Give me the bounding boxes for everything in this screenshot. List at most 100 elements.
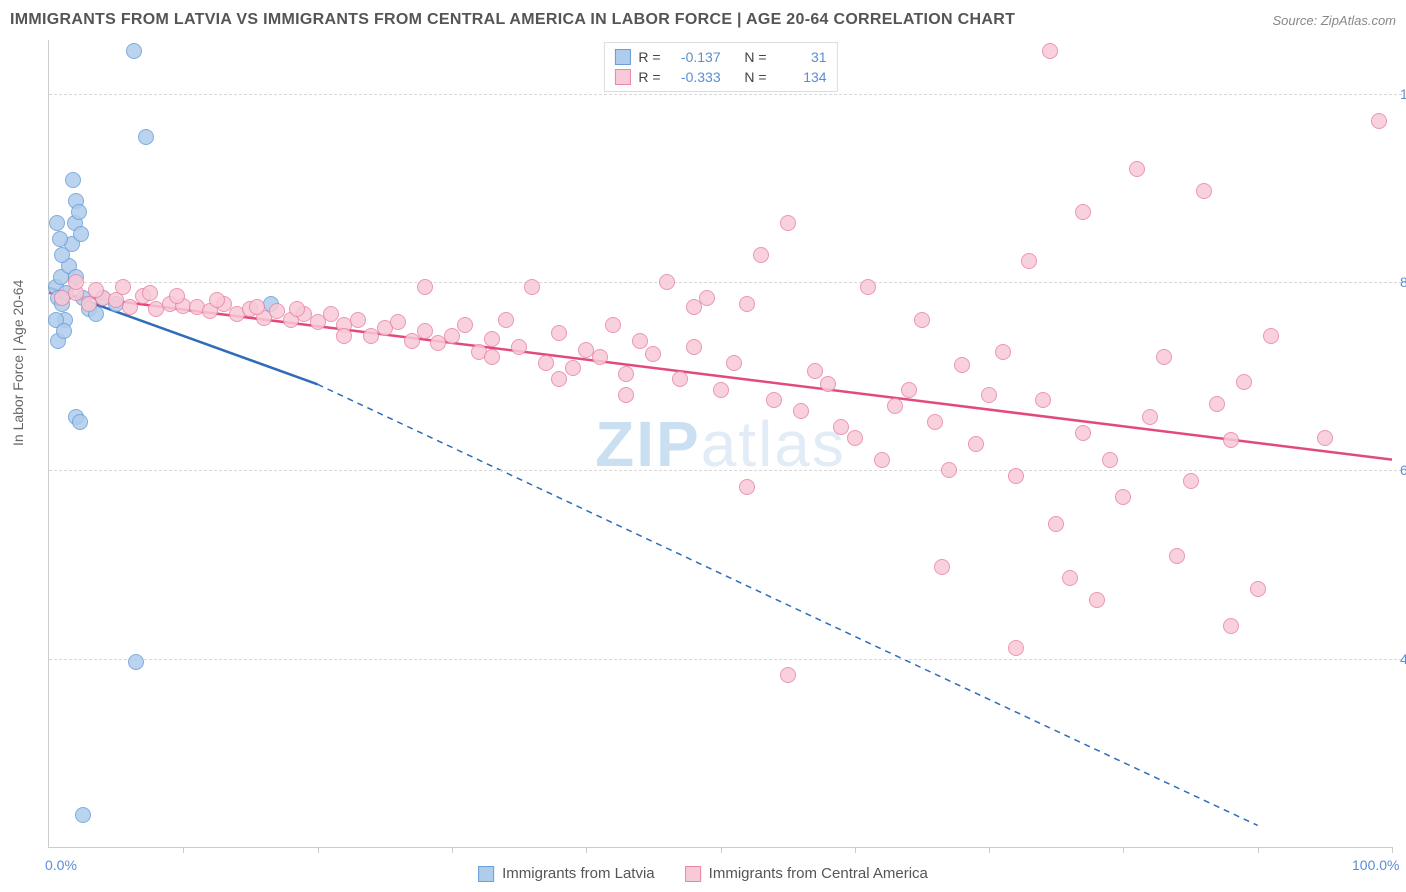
data-point-series-1 bbox=[484, 349, 500, 365]
data-point-series-1 bbox=[1008, 640, 1024, 656]
y-tick-label: 100.0% bbox=[1400, 86, 1406, 102]
data-point-series-1 bbox=[169, 288, 185, 304]
data-point-series-1 bbox=[632, 333, 648, 349]
gridline bbox=[49, 470, 1402, 471]
data-point-series-1 bbox=[699, 290, 715, 306]
data-point-series-1 bbox=[780, 215, 796, 231]
data-point-series-1 bbox=[68, 274, 84, 290]
data-point-series-1 bbox=[995, 344, 1011, 360]
data-point-series-0 bbox=[56, 323, 72, 339]
x-tick bbox=[1123, 847, 1124, 853]
data-point-series-1 bbox=[142, 285, 158, 301]
data-point-series-1 bbox=[551, 325, 567, 341]
data-point-series-1 bbox=[739, 479, 755, 495]
data-point-series-0 bbox=[72, 414, 88, 430]
data-point-series-1 bbox=[807, 363, 823, 379]
data-point-series-1 bbox=[1223, 618, 1239, 634]
data-point-series-1 bbox=[404, 333, 420, 349]
data-point-series-1 bbox=[1156, 349, 1172, 365]
data-point-series-1 bbox=[713, 382, 729, 398]
legend-label-1: Immigrants from Central America bbox=[709, 865, 928, 882]
data-point-series-1 bbox=[1263, 328, 1279, 344]
data-point-series-0 bbox=[49, 215, 65, 231]
legend-row-series-1: R = -0.333 N = 134 bbox=[614, 67, 826, 87]
swatch-series-1-bottom bbox=[685, 866, 701, 882]
data-point-series-1 bbox=[659, 274, 675, 290]
data-point-series-1 bbox=[605, 317, 621, 333]
gridline bbox=[49, 94, 1402, 95]
data-point-series-1 bbox=[1196, 183, 1212, 199]
data-point-series-1 bbox=[618, 387, 634, 403]
source-label: Source: ZipAtlas.com bbox=[1272, 13, 1396, 28]
data-point-series-1 bbox=[1062, 570, 1078, 586]
data-point-series-1 bbox=[417, 279, 433, 295]
data-point-series-0 bbox=[73, 226, 89, 242]
data-point-series-1 bbox=[934, 559, 950, 575]
x-tick bbox=[318, 847, 319, 853]
gridline bbox=[49, 282, 1402, 283]
data-point-series-1 bbox=[726, 355, 742, 371]
y-axis-label: In Labor Force | Age 20-64 bbox=[10, 280, 26, 446]
x-tick bbox=[1258, 847, 1259, 853]
x-tick bbox=[855, 847, 856, 853]
stat-R-1: -0.333 bbox=[669, 67, 721, 87]
data-point-series-0 bbox=[75, 807, 91, 823]
x-end-label: 100.0% bbox=[1352, 857, 1399, 873]
data-point-series-1 bbox=[524, 279, 540, 295]
data-point-series-1 bbox=[1169, 548, 1185, 564]
y-tick-label: 65.0% bbox=[1400, 462, 1406, 478]
x-tick bbox=[1392, 847, 1393, 853]
data-point-series-1 bbox=[1209, 396, 1225, 412]
data-point-series-1 bbox=[1142, 409, 1158, 425]
x-tick bbox=[183, 847, 184, 853]
data-point-series-1 bbox=[1021, 253, 1037, 269]
x-end-label: 0.0% bbox=[45, 857, 77, 873]
data-point-series-0 bbox=[138, 129, 154, 145]
data-point-series-1 bbox=[753, 247, 769, 263]
data-point-series-1 bbox=[1236, 374, 1252, 390]
legend-label-0: Immigrants from Latvia bbox=[502, 865, 655, 882]
data-point-series-1 bbox=[289, 301, 305, 317]
data-point-series-1 bbox=[793, 403, 809, 419]
legend-row-series-0: R = -0.137 N = 31 bbox=[614, 47, 826, 67]
data-point-series-1 bbox=[833, 419, 849, 435]
data-point-series-1 bbox=[390, 314, 406, 330]
data-point-series-1 bbox=[887, 398, 903, 414]
data-point-series-1 bbox=[1129, 161, 1145, 177]
y-tick-label: 82.5% bbox=[1400, 274, 1406, 290]
data-point-series-1 bbox=[592, 349, 608, 365]
data-point-series-1 bbox=[457, 317, 473, 333]
data-point-series-1 bbox=[780, 667, 796, 683]
legend-statistics: R = -0.137 N = 31 R = -0.333 N = 134 bbox=[603, 42, 837, 92]
data-point-series-1 bbox=[645, 346, 661, 362]
stat-N-0: 31 bbox=[775, 47, 827, 67]
data-point-series-1 bbox=[115, 279, 131, 295]
data-point-series-0 bbox=[54, 247, 70, 263]
data-point-series-1 bbox=[565, 360, 581, 376]
chart-title: IMMIGRANTS FROM LATVIA VS IMMIGRANTS FRO… bbox=[10, 11, 1015, 29]
data-point-series-0 bbox=[52, 231, 68, 247]
data-point-series-1 bbox=[88, 282, 104, 298]
legend-bottom: Immigrants from Latvia Immigrants from C… bbox=[478, 865, 928, 882]
data-point-series-1 bbox=[511, 339, 527, 355]
data-point-series-1 bbox=[1048, 516, 1064, 532]
data-point-series-1 bbox=[444, 328, 460, 344]
data-point-series-0 bbox=[128, 654, 144, 670]
data-point-series-1 bbox=[1317, 430, 1333, 446]
data-point-series-1 bbox=[1008, 468, 1024, 484]
data-point-series-1 bbox=[618, 366, 634, 382]
data-point-series-1 bbox=[914, 312, 930, 328]
data-point-series-1 bbox=[551, 371, 567, 387]
data-point-series-1 bbox=[981, 387, 997, 403]
x-tick bbox=[721, 847, 722, 853]
data-point-series-1 bbox=[901, 382, 917, 398]
data-point-series-1 bbox=[686, 299, 702, 315]
data-point-series-1 bbox=[1089, 592, 1105, 608]
data-point-series-1 bbox=[122, 299, 138, 315]
gridline bbox=[49, 659, 1402, 660]
swatch-series-0-bottom bbox=[478, 866, 494, 882]
data-point-series-1 bbox=[820, 376, 836, 392]
data-point-series-1 bbox=[739, 296, 755, 312]
chart-plot-area: ZIPatlas R = -0.137 N = 31 R = -0.333 N … bbox=[48, 40, 1392, 848]
data-point-series-1 bbox=[1042, 43, 1058, 59]
